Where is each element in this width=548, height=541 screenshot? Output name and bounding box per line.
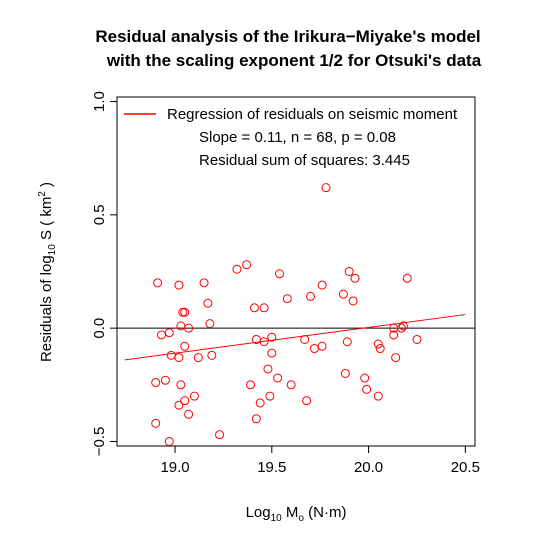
data-point	[174, 353, 184, 363]
data-point	[340, 368, 350, 378]
regression-line	[124, 314, 466, 361]
x-axis: 19.0 19.5 20.0 20.5	[160, 446, 480, 476]
data-point	[309, 344, 319, 354]
y-label-sub: 10	[47, 244, 58, 256]
data-point	[251, 414, 261, 424]
data-point	[350, 273, 360, 283]
data-point	[267, 348, 277, 358]
data-point	[259, 337, 269, 347]
y-axis-label: Residuals of log10 S ( km2 )	[37, 182, 58, 362]
data-point	[344, 267, 354, 276]
data-point	[193, 353, 203, 363]
data-point	[207, 350, 217, 360]
legend-entry: Regression of residuals on seismic momen…	[167, 106, 458, 123]
y-tick-label: 1.0	[91, 91, 108, 112]
data-point	[246, 380, 256, 390]
data-point	[412, 334, 422, 344]
x-label-tail: (N·m)	[304, 504, 346, 521]
chart-title-line-2: with the scaling exponent 1/2 for Otsuki…	[106, 51, 482, 70]
data-point	[215, 430, 225, 440]
data-point	[362, 384, 372, 394]
data-point	[275, 269, 285, 279]
data-point	[398, 321, 408, 331]
data-point	[321, 183, 331, 193]
data-point	[157, 330, 167, 340]
data-point	[151, 418, 161, 428]
x-axis-label: Log10 Mo (N·m)	[246, 504, 347, 524]
data-point	[263, 364, 273, 374]
data-point	[178, 307, 188, 317]
x-tick-label: 19.5	[257, 459, 286, 476]
chart-title-line-1: Residual analysis of the Irikura−Miyake'…	[95, 27, 480, 46]
data-point	[164, 328, 174, 338]
y-tick-label: 0.5	[91, 204, 108, 225]
data-point	[259, 303, 269, 313]
data-point	[160, 375, 170, 385]
data-point	[396, 323, 406, 333]
data-point	[199, 278, 209, 288]
data-point	[153, 278, 163, 288]
data-point	[166, 350, 176, 360]
data-point	[203, 298, 213, 308]
data-point	[389, 330, 399, 340]
legend-slope-text: Slope = 0.11, n = 68, p = 0.08	[199, 129, 396, 146]
residual-points	[151, 183, 422, 446]
y-tick-label: 0.0	[91, 318, 108, 339]
y-label-tail: )	[38, 182, 55, 191]
data-point	[282, 294, 292, 304]
data-point	[174, 280, 184, 290]
data-point	[306, 291, 316, 301]
data-point	[360, 373, 370, 383]
data-point	[402, 273, 412, 283]
data-point	[184, 323, 194, 333]
data-point	[174, 400, 184, 410]
y-label-mid: S ( km	[38, 197, 55, 245]
data-point	[180, 396, 190, 406]
data-point	[373, 391, 383, 401]
data-point	[205, 319, 215, 329]
data-point	[184, 409, 194, 419]
y-tick-label: −0.5	[91, 427, 108, 457]
data-point	[265, 391, 275, 401]
y-label-sup: 2	[37, 191, 48, 197]
data-point	[180, 307, 190, 317]
y-label-pre: Residuals of log	[38, 255, 55, 362]
data-point	[375, 344, 385, 354]
data-point	[391, 353, 401, 363]
data-point	[338, 289, 348, 299]
legend-rss-text: Residual sum of squares: 3.445	[199, 152, 410, 169]
x-tick-label: 20.5	[451, 459, 480, 476]
x-label-mid: M	[282, 504, 299, 521]
data-point	[176, 380, 186, 390]
data-point	[273, 373, 283, 383]
x-tick-label: 19.0	[160, 459, 189, 476]
data-point	[317, 341, 327, 351]
data-point	[342, 337, 352, 347]
data-point	[232, 264, 242, 274]
x-label-base: Log	[246, 504, 271, 521]
data-point	[267, 332, 277, 342]
plot-frame	[116, 96, 476, 447]
data-point	[176, 321, 186, 331]
data-point	[164, 436, 174, 446]
data-point	[255, 398, 265, 408]
data-point	[373, 339, 383, 349]
y-axis: −0.5 0.0 0.5 1.0	[91, 91, 117, 456]
data-point	[317, 280, 327, 290]
data-point	[249, 303, 259, 313]
data-point	[302, 396, 312, 406]
data-point	[189, 391, 199, 401]
x-label-sub2: o	[298, 513, 304, 524]
data-point	[151, 378, 161, 388]
x-tick-label: 20.0	[354, 459, 383, 476]
data-point	[300, 334, 310, 344]
data-point	[348, 296, 358, 306]
x-label-sub: 10	[271, 513, 283, 524]
data-point	[286, 380, 296, 390]
data-point	[180, 341, 190, 351]
data-point	[242, 260, 252, 270]
